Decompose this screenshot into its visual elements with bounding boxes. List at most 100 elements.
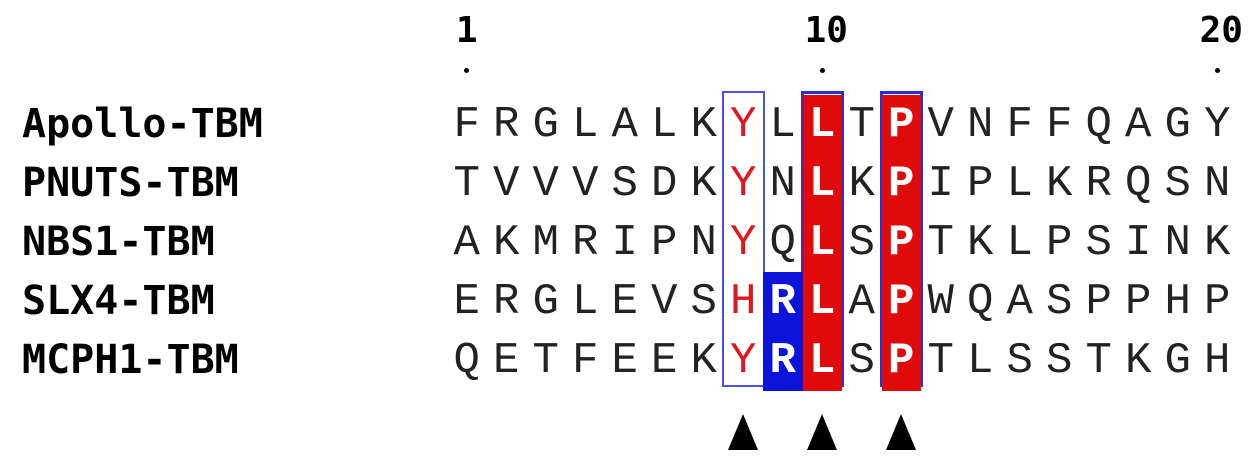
residue: M	[532, 218, 559, 268]
residue: K	[690, 159, 717, 209]
residue: E	[493, 336, 520, 386]
residue: L	[967, 336, 994, 386]
residue: I	[927, 159, 954, 209]
residue: R	[572, 218, 599, 268]
residue: P	[1204, 277, 1231, 327]
residue: K	[1125, 336, 1152, 386]
residue: A	[848, 277, 875, 327]
residue: V	[927, 100, 954, 150]
position-tick-dot	[464, 68, 470, 73]
residue: H	[1164, 277, 1191, 327]
arrow-up-marker	[728, 414, 759, 450]
residue: Y	[1204, 100, 1231, 150]
sequence-name: NBS1-TBM	[22, 219, 215, 265]
residue: R	[763, 272, 803, 332]
residue: Y	[730, 100, 757, 150]
residue: I	[1125, 218, 1152, 268]
residue: E	[453, 277, 480, 327]
sequence-name: Apollo-TBM	[22, 101, 263, 147]
residue: F	[1046, 100, 1073, 150]
residue: T	[927, 218, 954, 268]
residue: Q	[453, 336, 480, 386]
residue: P	[881, 154, 921, 214]
residue: T	[927, 336, 954, 386]
residue: N	[1204, 159, 1231, 209]
residue: T	[1085, 336, 1112, 386]
residue: T	[848, 100, 875, 150]
residue: A	[1125, 100, 1152, 150]
residue: G	[532, 277, 559, 327]
residue: P	[1125, 277, 1152, 327]
residue: V	[572, 159, 599, 209]
residue: P	[881, 213, 921, 273]
position-tick-dot	[819, 68, 825, 73]
residue: Q	[769, 218, 796, 268]
position-tick-dot	[1214, 68, 1220, 73]
residue: L	[802, 213, 842, 273]
residue: N	[769, 159, 796, 209]
residue: L	[802, 154, 842, 214]
residue: N	[690, 218, 717, 268]
residue: R	[493, 277, 520, 327]
residue: Q	[1085, 100, 1112, 150]
residue: R	[1085, 159, 1112, 209]
residue: K	[690, 100, 717, 150]
residue: Q	[1125, 159, 1152, 209]
conserved-column-box	[721, 91, 765, 387]
residue: S	[611, 159, 638, 209]
residue: A	[453, 218, 480, 268]
residue: E	[651, 336, 678, 386]
residue: K	[1046, 159, 1073, 209]
residue: W	[927, 277, 954, 327]
residue: K	[1204, 218, 1231, 268]
residue: S	[848, 336, 875, 386]
residue: R	[493, 100, 520, 150]
residue: A	[611, 100, 638, 150]
residue: V	[532, 159, 559, 209]
residue: L	[802, 331, 842, 391]
residue: L	[769, 100, 796, 150]
residue: S	[1046, 336, 1073, 386]
position-label: 20	[1199, 10, 1243, 51]
residue: E	[611, 277, 638, 327]
position-label: 10	[804, 10, 848, 51]
residue: P	[651, 218, 678, 268]
position-label: 1	[455, 10, 478, 51]
residue: F	[1006, 100, 1033, 150]
residue: P	[881, 331, 921, 391]
sequence-name: MCPH1-TBM	[22, 337, 239, 383]
residue: K	[848, 159, 875, 209]
residue: V	[493, 159, 520, 209]
residue: L	[651, 100, 678, 150]
residue: V	[651, 277, 678, 327]
residue: G	[1164, 100, 1191, 150]
residue: L	[572, 277, 599, 327]
residue: L	[802, 272, 842, 332]
residue: S	[848, 218, 875, 268]
residue: L	[802, 95, 842, 155]
residue: G	[532, 100, 559, 150]
residue: T	[453, 159, 480, 209]
residue: P	[967, 159, 994, 209]
residue: K	[493, 218, 520, 268]
residue: G	[1164, 336, 1191, 386]
residue: F	[572, 336, 599, 386]
residue: T	[532, 336, 559, 386]
residue: S	[690, 277, 717, 327]
residue: L	[572, 100, 599, 150]
residue: N	[967, 100, 994, 150]
sequence-name: PNUTS-TBM	[22, 160, 239, 206]
residue: Y	[730, 218, 757, 268]
residue: Q	[967, 277, 994, 327]
residue: P	[881, 272, 921, 332]
residue: E	[611, 336, 638, 386]
residue: P	[1046, 218, 1073, 268]
sequence-name: SLX4-TBM	[22, 278, 215, 324]
residue: I	[611, 218, 638, 268]
residue: H	[730, 277, 757, 327]
residue: L	[1006, 159, 1033, 209]
residue: K	[967, 218, 994, 268]
residue: S	[1164, 159, 1191, 209]
residue: L	[1006, 218, 1033, 268]
